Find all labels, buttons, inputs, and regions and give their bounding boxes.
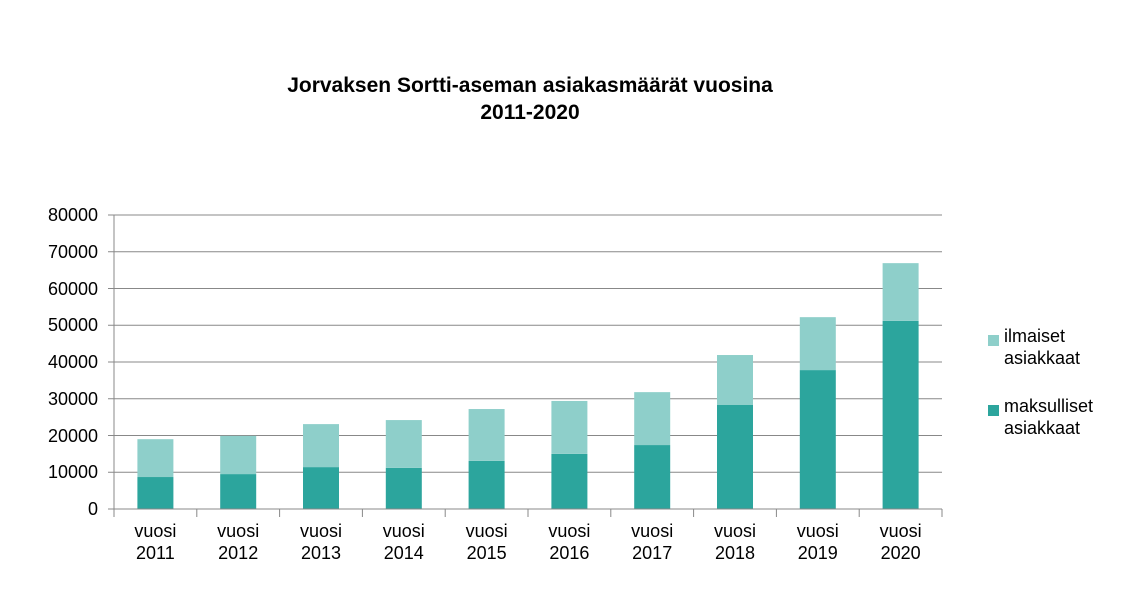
bar-segment — [551, 453, 588, 509]
x-tick-label: vuosi 2011 — [134, 521, 177, 563]
y-tick-label: 50000 — [47, 315, 98, 336]
bar-segment — [468, 409, 505, 461]
y-tick-label: 60000 — [47, 278, 98, 299]
bar-segment — [882, 263, 919, 321]
bar-segment — [468, 460, 505, 509]
x-tick-label: vuosi 2017 — [631, 521, 674, 563]
bar-segment — [385, 467, 422, 509]
bar-segment — [634, 392, 671, 446]
x-tick-label: vuosi 2012 — [217, 521, 260, 563]
y-tick-label: 40000 — [47, 352, 98, 372]
y-tick-label: 80000 — [47, 205, 98, 225]
x-tick-label: vuosi 2014 — [382, 521, 425, 563]
legend-swatch — [988, 405, 999, 416]
bar-segment — [137, 439, 174, 478]
x-tick-label: vuosi 2015 — [465, 521, 508, 563]
bar-segment — [882, 320, 919, 509]
x-tick-label: vuosi 2016 — [548, 521, 591, 563]
bar-segment — [303, 467, 339, 509]
x-tick-label: vuosi 2013 — [299, 521, 343, 563]
x-tick-label: vuosi 2020 — [879, 521, 922, 563]
bar-segment — [385, 420, 422, 468]
legend-label: maksulliset asiakkaat — [1004, 396, 1094, 438]
bar-segment — [220, 474, 257, 509]
bar-segment — [551, 400, 588, 454]
legend-swatch — [988, 335, 999, 346]
chart-title: Jorvaksen Sortti-aseman asiakasmäärät vu… — [287, 74, 773, 124]
bar-segment — [799, 317, 836, 371]
bar-segment — [799, 370, 836, 509]
x-tick-label: vuosi 2019 — [796, 521, 839, 563]
y-tick-label: 0 — [87, 499, 98, 519]
bar-segment — [303, 424, 339, 468]
y-tick-label: 20000 — [47, 425, 98, 446]
bar-segment — [717, 355, 753, 405]
bar-segment — [717, 404, 753, 509]
bar-segment — [220, 435, 257, 475]
y-tick-label: 70000 — [47, 241, 98, 262]
bar-segment — [137, 477, 174, 509]
y-tick-label: 10000 — [47, 462, 98, 483]
x-tick-label: vuosi 2018 — [713, 521, 757, 563]
bar-segment — [634, 445, 671, 509]
legend-label: ilmaiset asiakkaat — [1004, 326, 1081, 368]
y-tick-label: 30000 — [47, 388, 98, 409]
